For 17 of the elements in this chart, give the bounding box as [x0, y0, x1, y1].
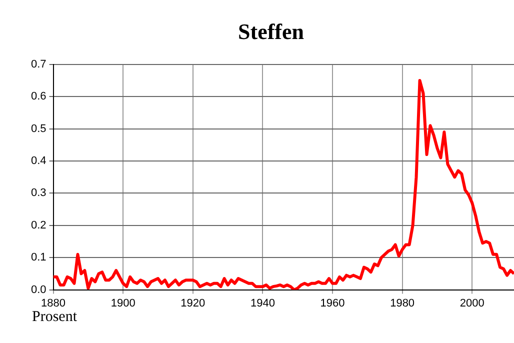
x-tick-label: 1900: [110, 297, 136, 310]
x-tick-label: 1960: [320, 297, 345, 310]
y-tick-label: 0.1: [30, 252, 46, 264]
y-tick-label: 0.5: [30, 122, 46, 135]
x-tick-label: 1920: [180, 297, 206, 310]
x-tick-label: 1880: [41, 297, 66, 310]
x-tick-label: 2000: [460, 297, 484, 310]
y-tick-label: 0.7: [30, 58, 46, 70]
y-tick-label: 0.4: [30, 155, 46, 168]
y-tick-label: 0.3: [30, 187, 46, 200]
x-tick-label: 1940: [250, 297, 275, 310]
x-tick-label: 1980: [390, 297, 415, 310]
y-tick-label: 0.2: [30, 219, 46, 232]
chart-title: Steffen: [238, 18, 304, 44]
y-tick-label: 0.6: [30, 90, 46, 103]
y-tick-label: 0.0: [30, 284, 46, 296]
y-axis-title: Prosent: [32, 309, 77, 326]
